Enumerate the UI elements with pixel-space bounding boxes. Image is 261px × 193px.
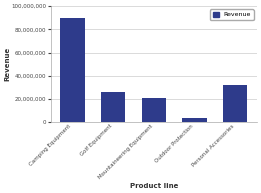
Bar xyxy=(141,98,166,122)
Bar xyxy=(223,85,247,122)
Bar xyxy=(60,18,85,122)
Legend: Revenue: Revenue xyxy=(210,9,254,20)
Y-axis label: Revenue: Revenue xyxy=(4,47,10,81)
Bar xyxy=(182,118,207,122)
X-axis label: Product line: Product line xyxy=(130,183,178,189)
Bar xyxy=(101,92,125,122)
